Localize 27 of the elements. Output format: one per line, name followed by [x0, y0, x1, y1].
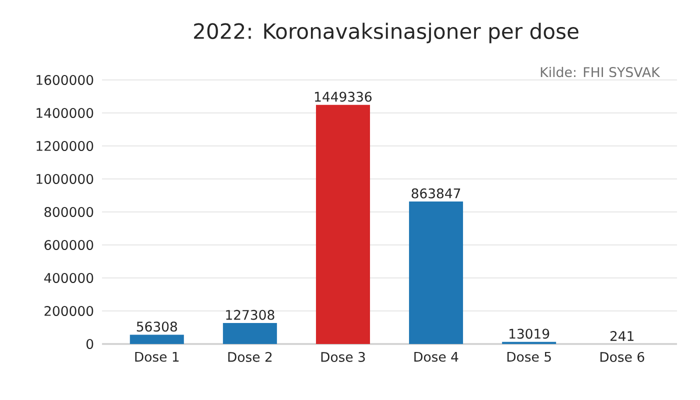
x-tick-label: Dose 5: [507, 352, 551, 362]
data-label: 13019: [510, 328, 550, 339]
y-tick-label: 800000: [44, 206, 94, 217]
y-tick-label: 1000000: [36, 174, 94, 184]
bar: [222, 322, 277, 344]
data-label: 127308: [226, 310, 274, 320]
y-tick-label: 600000: [44, 240, 94, 250]
x-tick-label: Dose 4: [414, 352, 458, 362]
x-tick-label: Dose 3: [321, 352, 365, 362]
y-tick-label: 1600000: [36, 74, 94, 85]
x-tick-label: Dose 1: [135, 352, 179, 362]
data-label: 1449336: [315, 92, 372, 102]
chart-title: 2022: Koronavaksinasjoner per dose: [194, 22, 578, 44]
data-label: 241: [610, 331, 634, 341]
text: Kilde: FHI SYSVAK: [540, 66, 660, 78]
y-tick-label: 400000: [44, 272, 94, 283]
bar: [409, 201, 464, 344]
x-tick-label: Dose 6: [600, 352, 644, 362]
data-label: 56308: [136, 322, 177, 332]
y-tick-label: 200000: [44, 306, 94, 316]
data-label: 863847: [412, 188, 460, 198]
y-tick-label: 1200000: [36, 140, 94, 151]
y-tick-label: 1400000: [36, 108, 94, 118]
bar: [130, 334, 184, 344]
x-tick-label: Dose 2: [228, 352, 272, 362]
bar: [316, 104, 370, 344]
y-tick-label: 0: [86, 338, 94, 349]
